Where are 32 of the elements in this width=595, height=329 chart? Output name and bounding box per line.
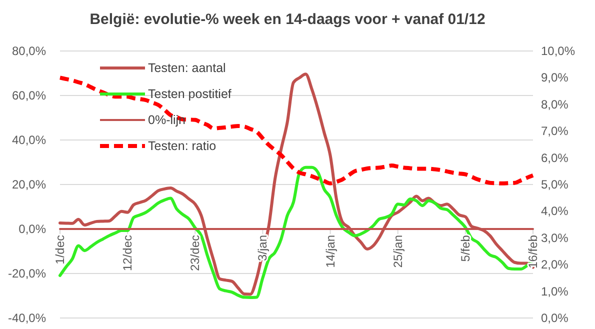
x-tick-label: 3/jan: [256, 235, 270, 262]
y2-tick-label: 0,0%: [541, 311, 569, 325]
y2-tick-label: 8,0%: [541, 97, 569, 112]
y2-tick-label: 7,0%: [541, 124, 569, 138]
y2-tick-label: 2,0%: [541, 258, 569, 272]
chart-title: België: evolutie-% week en 14-daags voor + vanaf 01/12: [90, 11, 486, 28]
y-tick-label: 0,0%: [18, 222, 46, 236]
y-tick-label: 20,0%: [12, 178, 46, 192]
y-tick-label: -20,0%: [8, 266, 46, 280]
x-tick-label: 25/jan: [390, 235, 405, 268]
y2-tick-label: 3,0%: [541, 230, 569, 245]
legend-label: Testen: aantal: [148, 61, 226, 75]
y2-tick-label: 5,0%: [541, 178, 569, 192]
x-tick-label: 12/dec: [120, 235, 135, 272]
legend-label: Testen: ratio: [148, 139, 216, 153]
x-tick-label: 1/dec: [53, 235, 67, 264]
x-tick-label: 23/dec: [188, 235, 202, 272]
y2-tick-label: 6,0%: [541, 150, 569, 165]
y2-tick-label: 9,0%: [541, 70, 569, 85]
y2-tick-label: 1,0%: [541, 284, 569, 298]
legend-label: Testen postitief: [148, 87, 232, 101]
x-tick-label: 16/feb: [526, 234, 540, 268]
y-tick-label: 80,0%: [12, 44, 46, 58]
y2-tick-label: 4,0%: [541, 204, 569, 218]
y-tick-label: 60,0%: [12, 88, 46, 102]
y2-tick-label: 10,0%: [541, 44, 576, 58]
x-tick-label: 14/jan: [323, 235, 338, 268]
x-tick-label: 5/feb: [458, 234, 472, 262]
legend-label: 0%-lijn: [148, 113, 186, 127]
y-tick-label: 40,0%: [12, 133, 46, 147]
line-series: [58, 76, 535, 186]
y-tick-label: -40,0%: [8, 311, 46, 325]
